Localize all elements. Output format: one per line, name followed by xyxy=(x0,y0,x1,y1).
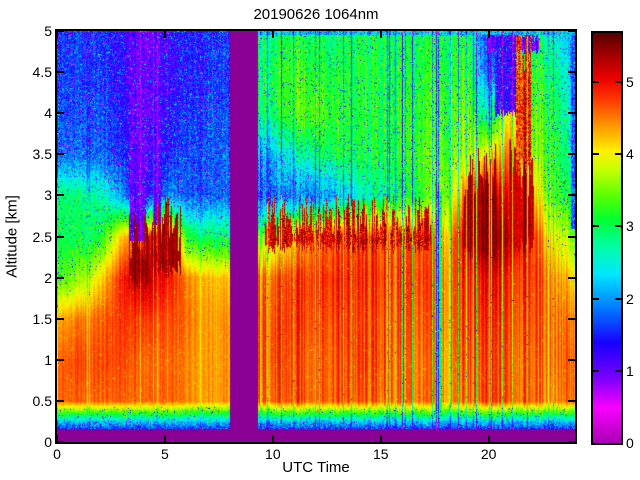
colorbar-tick-label: 3 xyxy=(626,218,634,235)
y-tick xyxy=(57,71,64,74)
y-tick-mirror xyxy=(568,317,575,320)
colorbar-canvas xyxy=(593,33,621,443)
heatmap-canvas xyxy=(57,31,575,442)
x-tick-label: 15 xyxy=(372,446,389,462)
y-tick-label: 1.5 xyxy=(32,310,52,327)
y-tick-mirror xyxy=(568,235,575,238)
y-tick-label: 3 xyxy=(44,187,52,204)
y-tick xyxy=(57,441,64,443)
y-tick-label: 3.5 xyxy=(32,146,52,163)
y-tick xyxy=(57,358,64,361)
y-tick-label: 5 xyxy=(44,23,52,39)
y-tick xyxy=(57,153,64,156)
colorbar-tick xyxy=(615,225,621,228)
y-tick-mirror xyxy=(568,30,575,32)
y-tick xyxy=(57,194,64,197)
x-tick xyxy=(379,435,382,442)
y-tick-mirror xyxy=(568,441,575,443)
x-tick xyxy=(271,435,274,442)
colorbar-tick xyxy=(593,297,599,300)
y-tick xyxy=(57,30,64,32)
plot-area xyxy=(55,29,577,444)
colorbar-tick-label: 0 xyxy=(626,435,634,451)
y-tick-mirror xyxy=(568,71,575,74)
x-tick-label: 20 xyxy=(480,446,497,462)
colorbar-tick-label: 5 xyxy=(626,74,634,91)
y-tick-mirror xyxy=(568,194,575,197)
plot-title: 20190626 1064nm xyxy=(253,6,379,23)
y-tick-label: 2.5 xyxy=(32,228,52,245)
colorbar-tick-label: 1 xyxy=(626,362,634,379)
y-tick-label: 2 xyxy=(44,269,52,286)
x-tick-mirror xyxy=(487,31,490,38)
x-tick xyxy=(163,435,166,442)
colorbar-tick xyxy=(593,369,599,372)
x-tick-mirror xyxy=(271,31,274,38)
colorbar xyxy=(591,31,623,445)
y-tick-mirror xyxy=(568,358,575,361)
y-tick-mirror xyxy=(568,153,575,156)
y-tick xyxy=(57,317,64,320)
colorbar-tick xyxy=(593,81,599,84)
x-axis-label: UTC Time xyxy=(282,459,350,476)
colorbar-tick xyxy=(615,369,621,372)
colorbar-tick-label: 2 xyxy=(626,290,634,307)
y-tick-mirror xyxy=(568,276,575,279)
x-tick-label: 10 xyxy=(265,446,281,462)
x-tick xyxy=(487,435,490,442)
x-tick-label: 5 xyxy=(161,446,169,462)
colorbar-tick xyxy=(615,81,621,84)
x-tick xyxy=(56,435,58,442)
y-tick-label: 0 xyxy=(44,434,52,450)
y-tick-label: 0.5 xyxy=(32,392,52,409)
y-tick xyxy=(57,276,64,279)
x-tick-mirror xyxy=(379,31,382,38)
x-tick-mirror xyxy=(163,31,166,38)
colorbar-tick xyxy=(593,225,599,228)
y-tick-label: 1 xyxy=(44,351,52,368)
y-tick xyxy=(57,235,64,238)
x-tick-label: 0 xyxy=(53,446,61,462)
colorbar-tick xyxy=(593,153,599,156)
colorbar-tick xyxy=(615,153,621,156)
y-tick-mirror xyxy=(568,399,575,402)
y-tick xyxy=(57,399,64,402)
y-tick-label: 4 xyxy=(44,105,52,122)
x-tick-mirror xyxy=(56,31,58,38)
colorbar-tick xyxy=(615,297,621,300)
y-tick xyxy=(57,112,64,115)
colorbar-tick-label: 4 xyxy=(626,146,634,163)
y-tick-mirror xyxy=(568,112,575,115)
y-tick-label: 4.5 xyxy=(32,64,52,81)
